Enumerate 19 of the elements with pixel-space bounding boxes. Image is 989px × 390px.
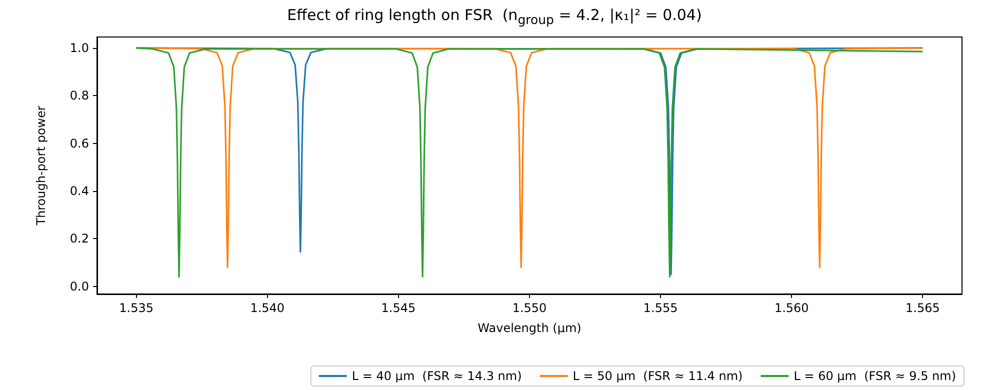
legend-label: L = 60 µm (FSR ≈ 9.5 nm): [794, 369, 956, 383]
x-tick-label: 1.545: [381, 301, 416, 315]
y-tick-label: 0.4: [70, 184, 89, 198]
y-tick-label: 0.8: [70, 88, 89, 103]
y-axis-title: Through-port power: [34, 106, 48, 226]
legend-label: L = 50 µm (FSR ≈ 11.4 nm): [572, 369, 743, 383]
x-axis-title: Wavelength (µm): [478, 321, 582, 335]
y-tick-label: 0.2: [70, 232, 89, 246]
x-tick-label: 1.550: [512, 301, 547, 315]
chart-title: Effect of ring length on FSR (n$_{group}$ = 4.2, |κ₁|² = 0.04): [286, 6, 703, 27]
y-tick-label: 0.6: [70, 136, 89, 150]
x-tick-label: 1.555: [643, 301, 678, 315]
x-tick-label: 1.565: [906, 301, 940, 315]
y-tick-label: 1.0: [70, 40, 89, 55]
legend-label: L = 40 µm (FSR ≈ 14.3 nm): [352, 369, 522, 383]
x-tick-label: 1.535: [119, 301, 154, 315]
x-tick-label: 1.560: [774, 301, 809, 315]
x-tick-label: 1.540: [250, 301, 285, 315]
y-tick-label: 0.0: [70, 279, 89, 294]
